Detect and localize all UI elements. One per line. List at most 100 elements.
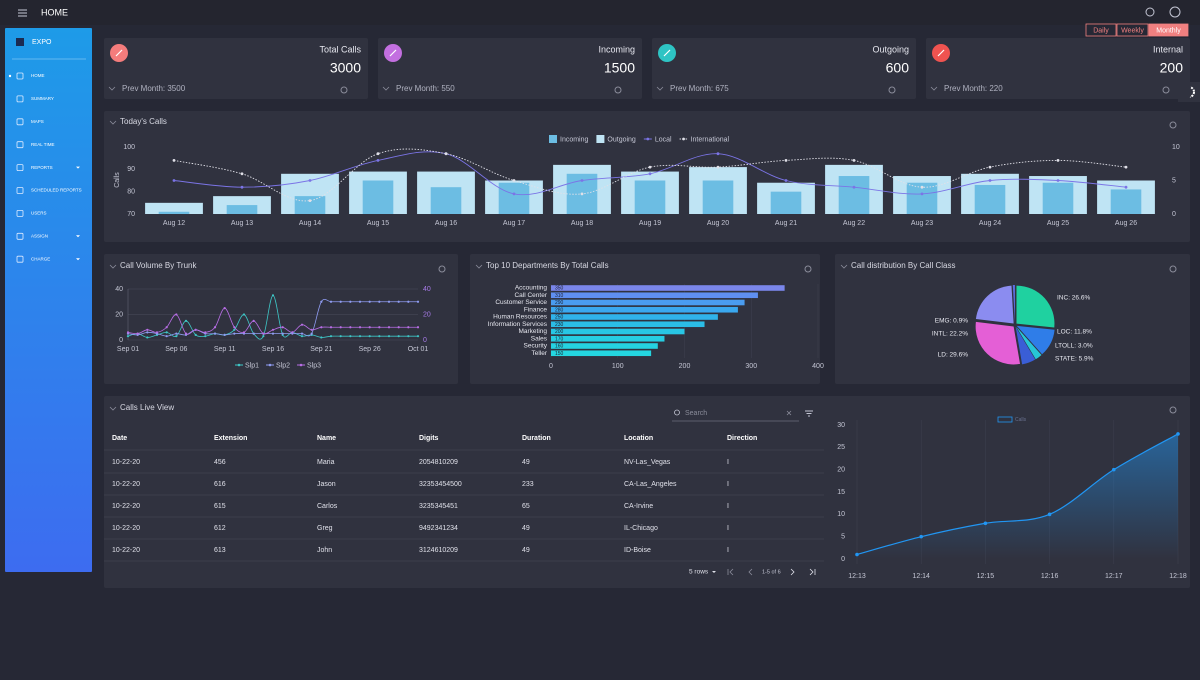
nav-item[interactable]: SCHEDULED REPORTS [31, 188, 82, 193]
nav-icon[interactable] [16, 141, 24, 149]
collapse-icon[interactable] [930, 86, 938, 91]
legend-label[interactable]: Slp2 [276, 362, 290, 369]
line-point [784, 179, 788, 182]
line-point [329, 300, 333, 303]
bar [1042, 182, 1074, 214]
legend-dot [237, 363, 241, 367]
nav-icon[interactable] [16, 164, 24, 172]
period-button[interactable] [1085, 23, 1117, 37]
line-point [716, 165, 720, 169]
table-cell: John [317, 547, 332, 554]
collapse-icon[interactable] [108, 86, 116, 91]
nav-item[interactable]: CHARGE [31, 256, 50, 261]
nav-icon[interactable] [16, 187, 24, 194]
nav-icon[interactable] [16, 72, 24, 80]
yticks-label: 30 [837, 422, 845, 429]
line-point [855, 552, 859, 557]
table-cell: 456 [214, 459, 226, 466]
nav-item[interactable]: REAL TIME [31, 142, 55, 147]
period-button[interactable] [1116, 23, 1149, 37]
period-button[interactable] [1148, 23, 1189, 37]
yticks-label: 70 [127, 211, 135, 218]
column-header: Name [317, 435, 336, 442]
legend-label[interactable]: Incoming [560, 136, 589, 143]
collapse-icon[interactable] [656, 86, 664, 91]
nav-item[interactable]: REPORTS [31, 165, 53, 170]
line-point [376, 152, 380, 156]
bar [551, 306, 738, 313]
brand-icon [16, 38, 24, 46]
table-cell: Jason [317, 481, 336, 488]
x-tick-label: Sep 16 [262, 346, 284, 353]
line-point [368, 300, 371, 303]
settings-icon[interactable] [614, 86, 622, 94]
settings-icon[interactable] [888, 86, 896, 94]
legend-label[interactable]: Slp3 [307, 362, 321, 369]
legend-label[interactable]: Local [655, 136, 672, 143]
legend-label[interactable]: Calls [1015, 417, 1027, 423]
collapse-icon[interactable] [109, 264, 117, 269]
period-label[interactable]: Monthly [1156, 27, 1181, 34]
table-cell: Greg [317, 525, 333, 532]
clear-icon[interactable] [786, 410, 792, 416]
settings-icon[interactable] [1169, 406, 1177, 414]
nav-icon[interactable] [16, 209, 24, 217]
period-label[interactable]: Weekly [1121, 27, 1144, 34]
line-point [349, 335, 352, 338]
prev-page[interactable] [748, 568, 753, 576]
settings-icon[interactable] [1169, 121, 1177, 129]
nav-item[interactable]: SUMMARY [31, 96, 54, 101]
first-page[interactable] [727, 568, 734, 576]
notification-icon[interactable] [1145, 7, 1155, 17]
filter-icon[interactable] [805, 410, 813, 417]
settings-icon[interactable] [804, 265, 812, 273]
search-input[interactable]: Search [685, 410, 707, 417]
nav-item[interactable]: MAPS [31, 119, 44, 124]
next-page[interactable] [790, 568, 795, 576]
nav-icon[interactable] [16, 255, 24, 263]
legend-label[interactable]: Slp1 [245, 362, 259, 369]
legend-label[interactable]: International [691, 136, 730, 143]
nav-icon[interactable] [16, 118, 24, 126]
nav-item[interactable]: ASSIGN [31, 233, 48, 238]
nav-item[interactable]: USERS [31, 211, 47, 216]
x-tick-label: 12:17 [1105, 573, 1123, 580]
table-cell: 233 [522, 481, 534, 488]
bar [974, 184, 1006, 214]
x-tick-label: Sep 26 [359, 346, 381, 353]
collapse-icon[interactable] [109, 120, 117, 125]
line-point [329, 335, 333, 338]
line-point [358, 326, 362, 329]
line-point [329, 326, 333, 329]
table-cell: Maria [317, 459, 335, 466]
nav-item[interactable]: HOME [31, 73, 45, 78]
settings-icon[interactable] [438, 265, 446, 273]
nav-icon[interactable] [16, 232, 24, 240]
category-label: Information Services [488, 321, 548, 328]
line-point [126, 335, 130, 338]
user-icon[interactable] [1169, 6, 1181, 18]
line-point [165, 331, 168, 334]
line-point [240, 172, 244, 176]
last-page[interactable] [809, 568, 816, 576]
collapse-icon[interactable] [475, 264, 483, 269]
line-point [172, 159, 176, 162]
legend-label[interactable]: Outgoing [607, 136, 636, 143]
nav-icon[interactable] [16, 95, 24, 103]
settings-icon[interactable] [1162, 86, 1170, 94]
rows-per-page[interactable]: 5 rows [689, 569, 709, 576]
top-bar [0, 0, 1200, 25]
settings-icon[interactable] [340, 86, 348, 94]
yticks-label: 90 [127, 166, 135, 173]
slice-label: INTL: 22.2% [932, 331, 968, 338]
collapse-icon[interactable] [382, 86, 390, 91]
line-point [349, 326, 352, 329]
line-point [376, 159, 380, 162]
period-label[interactable]: Daily [1093, 27, 1109, 34]
x-tick-label: Aug 19 [639, 220, 661, 227]
collapse-icon[interactable] [840, 264, 848, 269]
settings-icon[interactable] [1169, 265, 1177, 273]
line-point [852, 185, 856, 189]
collapse-icon[interactable] [109, 406, 117, 411]
